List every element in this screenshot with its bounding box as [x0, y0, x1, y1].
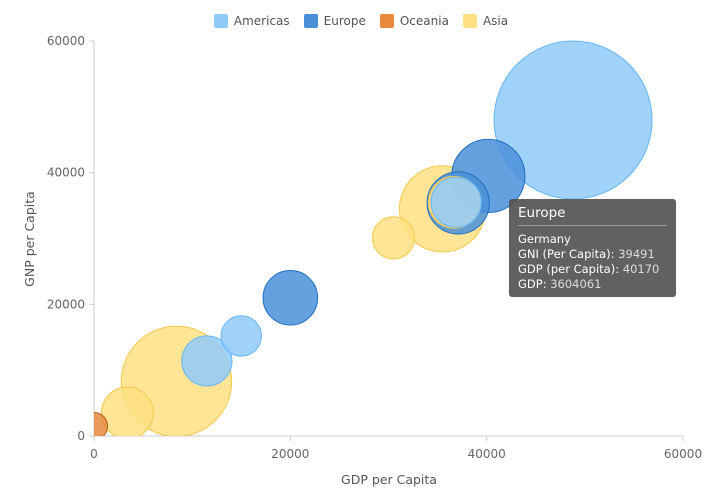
legend-item-europe[interactable]: Europe [303, 14, 366, 28]
legend-swatch-oceania [379, 14, 394, 28]
bubble-asia[interactable] [371, 216, 416, 260]
tooltip-gni-value: 39491 [618, 247, 655, 261]
bubble-americas[interactable] [220, 315, 262, 357]
bubble-asia[interactable] [100, 386, 154, 439]
chart-legend: Americas Europe Oceania Asia [0, 14, 722, 28]
tooltip-gdppc-label: GDP (per Capita): [518, 262, 620, 276]
bubble-americas[interactable] [181, 335, 233, 387]
tooltip-gdp-row: GDP: 3604061 [509, 277, 676, 292]
legend-swatch-asia [462, 14, 477, 28]
bubble-tooltip: Europe Germany GNI (Per Capita): 39491 G… [509, 199, 676, 297]
y-tick-label: 0 [77, 429, 85, 443]
bubble-europe[interactable] [262, 269, 319, 326]
x-tick-label: 40000 [468, 447, 506, 461]
y-axis-label: GNP per Capita [22, 191, 37, 287]
legend-label-americas: Americas [233, 14, 290, 28]
tooltip-gdp-label: GDP: [518, 277, 547, 291]
legend-swatch-americas [213, 14, 228, 28]
legend-item-oceania[interactable]: Oceania [379, 14, 449, 28]
tooltip-country: Germany [518, 232, 571, 246]
y-tick-label: 40000 [47, 166, 85, 180]
tooltip-gdp-value: 3604061 [550, 277, 602, 291]
legend-label-europe: Europe [323, 14, 366, 28]
legend-swatch-europe [303, 14, 318, 28]
x-axis-label: GDP per Capita [341, 472, 437, 487]
tooltip-gdppc-value: 40170 [622, 262, 660, 276]
x-tick-label: 20000 [271, 447, 309, 461]
bubble-americas[interactable] [430, 176, 482, 228]
bubble-oceania[interactable] [80, 412, 109, 440]
tooltip-gdppc-row: GDP (per Capita): 40170 [509, 262, 676, 277]
legend-label-asia: Asia [482, 14, 509, 28]
x-tick-label: 60000 [664, 447, 702, 461]
x-tick-label: 0 [90, 447, 98, 461]
tooltip-gni-label: GNI (Per Capita): [518, 247, 615, 261]
y-tick-label: 60000 [47, 34, 85, 48]
legend-item-asia[interactable]: Asia [462, 14, 509, 28]
legend-label-oceania: Oceania [399, 14, 449, 28]
chart-axes: 0 20000 40000 60000 0 20000 40000 60000 [47, 34, 702, 461]
legend-item-americas[interactable]: Americas [213, 14, 290, 28]
chart-bubbles [80, 40, 653, 440]
tooltip-gni-row: GNI (Per Capita): 39491 [509, 247, 676, 262]
tooltip-title: Europe [518, 205, 566, 221]
y-tick-label: 20000 [47, 297, 85, 311]
tooltip-divider [518, 225, 667, 226]
